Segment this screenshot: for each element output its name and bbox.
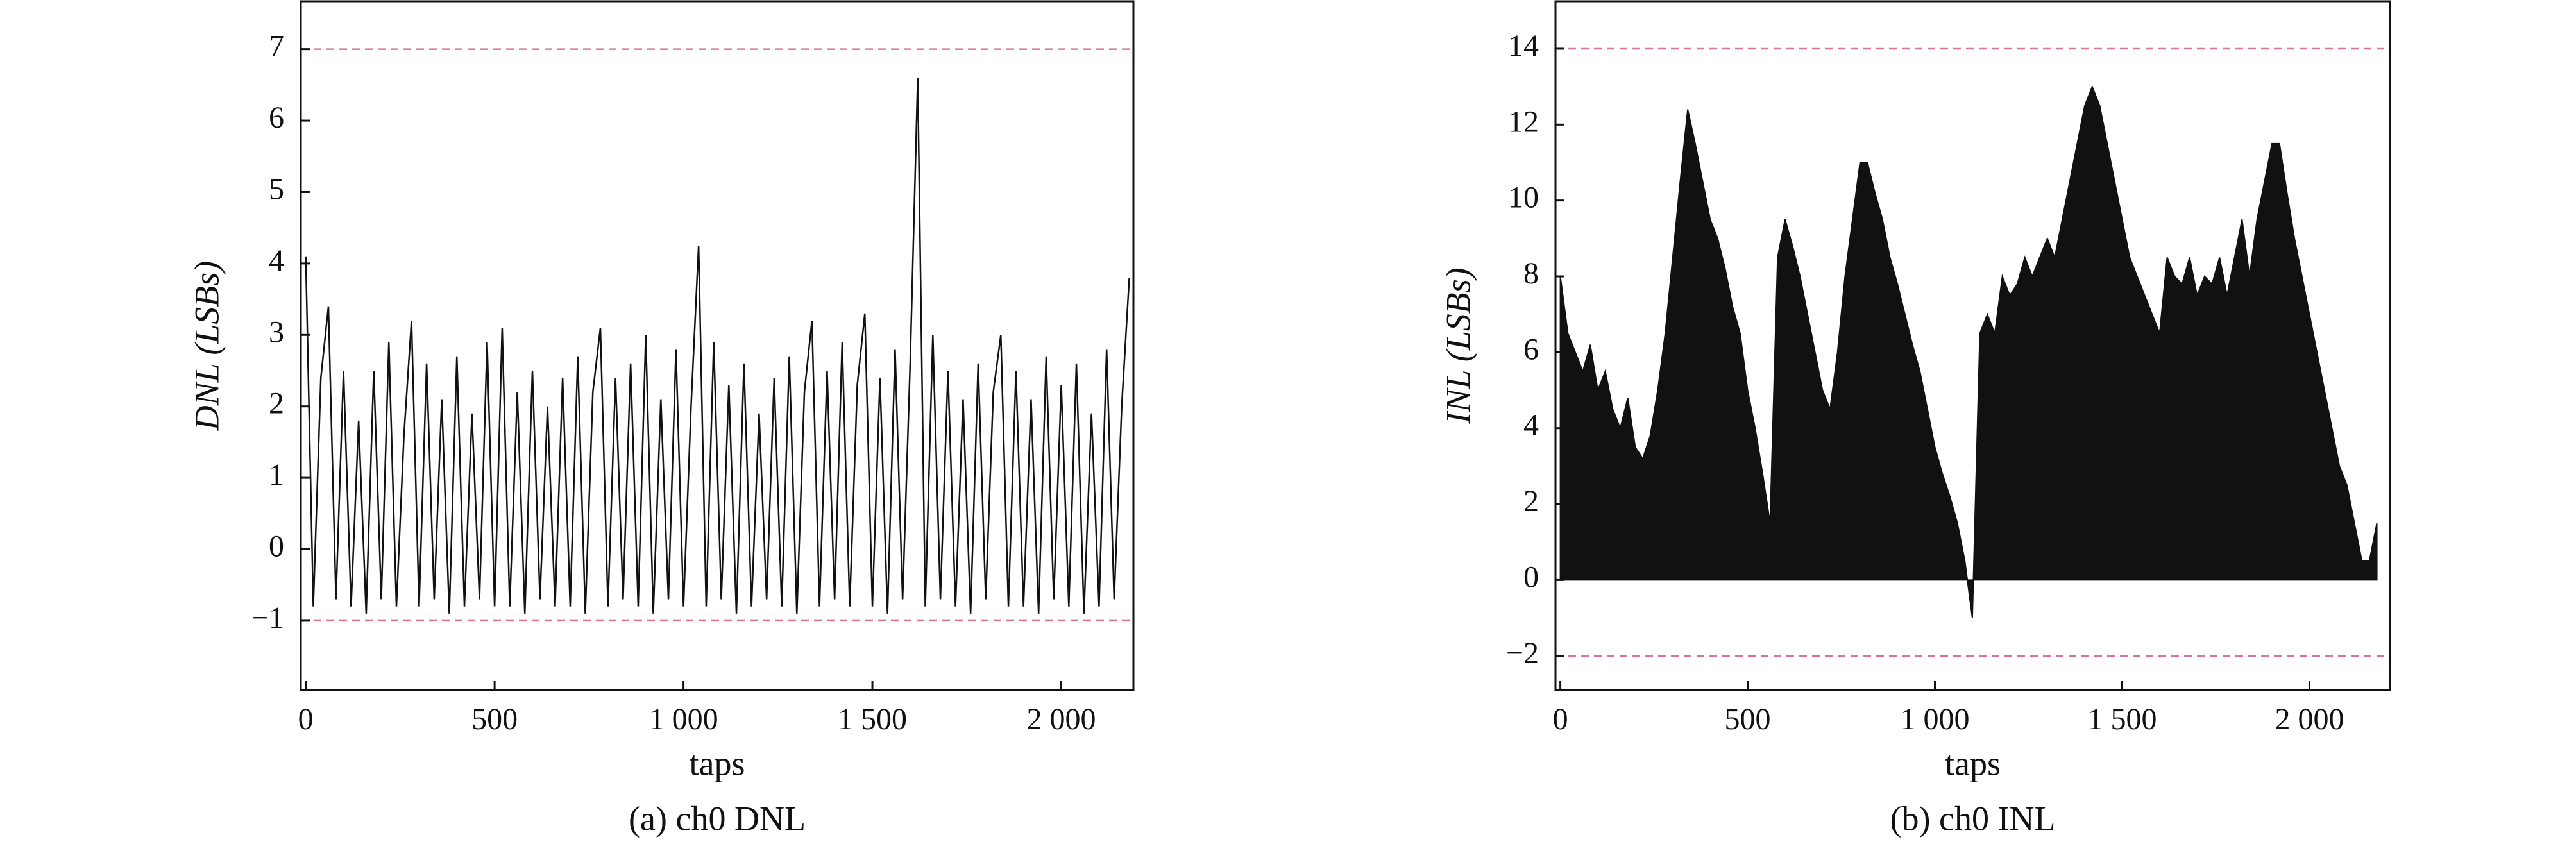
caption: (a) ch0 DNL (629, 799, 806, 838)
x-tick-label: 500 (1725, 702, 1771, 736)
y-tick-label: 0 (269, 530, 284, 564)
y-tick-label: 3 (269, 315, 284, 349)
y-tick-label: 6 (1523, 332, 1539, 366)
x-tick-label: 1 500 (2087, 702, 2157, 736)
y-tick-label: 4 (1523, 409, 1539, 442)
caption: (b) ch0 INL (1890, 799, 2056, 838)
x-tick-label: 1 500 (838, 702, 907, 736)
plot-frame (1554, 0, 2391, 691)
y-tick-label: −1 (251, 601, 284, 635)
y-tick-label: 12 (1508, 105, 1539, 139)
y-tick-label: 10 (1508, 181, 1539, 215)
y-tick-label: 2 (1523, 484, 1539, 518)
y-axis-label: INL (LSBs) (1439, 267, 1477, 425)
x-axis-label: taps (690, 744, 745, 782)
y-tick-label: 4 (269, 244, 284, 278)
plot-frame (300, 0, 1135, 691)
data-area (1559, 85, 2378, 618)
y-tick-label: 5 (269, 172, 284, 206)
x-tick-label: 500 (471, 702, 518, 736)
x-tick-label: 1 000 (1901, 702, 1970, 736)
x-tick-label: 2 000 (1027, 702, 1096, 736)
x-axis-label: taps (1945, 744, 2001, 782)
y-tick-label: 14 (1508, 29, 1539, 63)
x-tick-label: 0 (298, 702, 314, 736)
data-line (305, 78, 1130, 614)
y-tick-label: −2 (1506, 636, 1539, 670)
y-tick-label: 1 (269, 458, 284, 492)
x-tick-label: 1 000 (649, 702, 718, 736)
x-tick-label: 2 000 (2275, 702, 2344, 736)
x-tick-label: 0 (1553, 702, 1568, 736)
y-tick-label: 6 (269, 101, 284, 135)
y-tick-label: 2 (269, 387, 284, 421)
y-tick-label: 0 (1523, 560, 1539, 594)
panel: −1 0 1 2 3 4 5 6 7 0 500 1 000 1 500 2 000 taps DNL (LS… (187, 0, 1135, 838)
y-axis-label: DNL (LSBs) (187, 261, 226, 432)
panel: −2 0 2 4 6 8 10 12 14 0 500 1 000 1 500 2 000 taps INL … (1439, 0, 2391, 838)
y-tick-label: 7 (269, 29, 284, 63)
y-tick-label: 8 (1523, 257, 1539, 291)
